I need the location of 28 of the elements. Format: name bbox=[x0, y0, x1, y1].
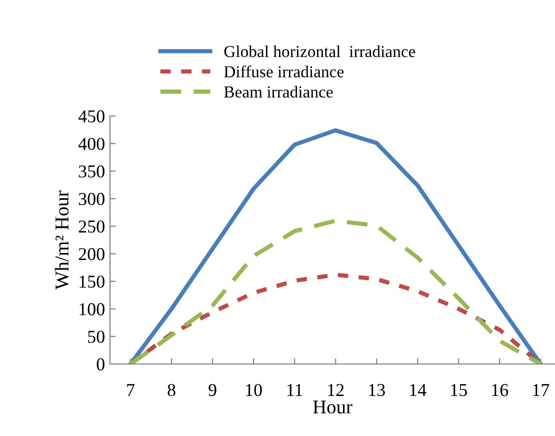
x-axis-title: Hour bbox=[313, 400, 352, 414]
y-tick-label: 100 bbox=[80, 303, 104, 316]
y-tick-label: 0 bbox=[96, 358, 104, 370]
x-tick-label: 8 bbox=[168, 384, 176, 396]
x-tick-label: 16 bbox=[492, 384, 508, 396]
x-tick-label: 9 bbox=[208, 384, 216, 396]
line-series bbox=[128, 128, 543, 364]
y-tick-label: 300 bbox=[78, 192, 104, 206]
y-tick-label: 350 bbox=[78, 165, 104, 178]
x-tick-label: 13 bbox=[369, 384, 385, 396]
y-tick-label: 400 bbox=[78, 138, 104, 150]
x-tick-label: 11 bbox=[287, 384, 302, 396]
y-tick-label: 450 bbox=[78, 110, 104, 122]
x-tick-label: 14 bbox=[410, 384, 426, 396]
x-tick-label: 10 bbox=[246, 384, 262, 396]
legend-label: Global horizontal irradiance bbox=[224, 45, 416, 58]
legend-label: Diffuse irradiance bbox=[224, 66, 344, 78]
x-tick-label: 17 bbox=[533, 384, 550, 396]
y-tick-label: 150 bbox=[80, 276, 104, 288]
y-tick-label: 250 bbox=[78, 220, 104, 233]
legend-label: Beam irradiance bbox=[224, 86, 333, 98]
y-tick-label: 200 bbox=[78, 248, 104, 260]
x-tick-label: 12 bbox=[328, 384, 344, 396]
x-tick-label: 7 bbox=[127, 384, 134, 396]
y-tick-label: 50 bbox=[88, 330, 104, 343]
line-series bbox=[128, 218, 543, 364]
y-axis-title: Wh/m² Hour bbox=[54, 190, 69, 290]
x-tick-label: 15 bbox=[451, 384, 467, 396]
